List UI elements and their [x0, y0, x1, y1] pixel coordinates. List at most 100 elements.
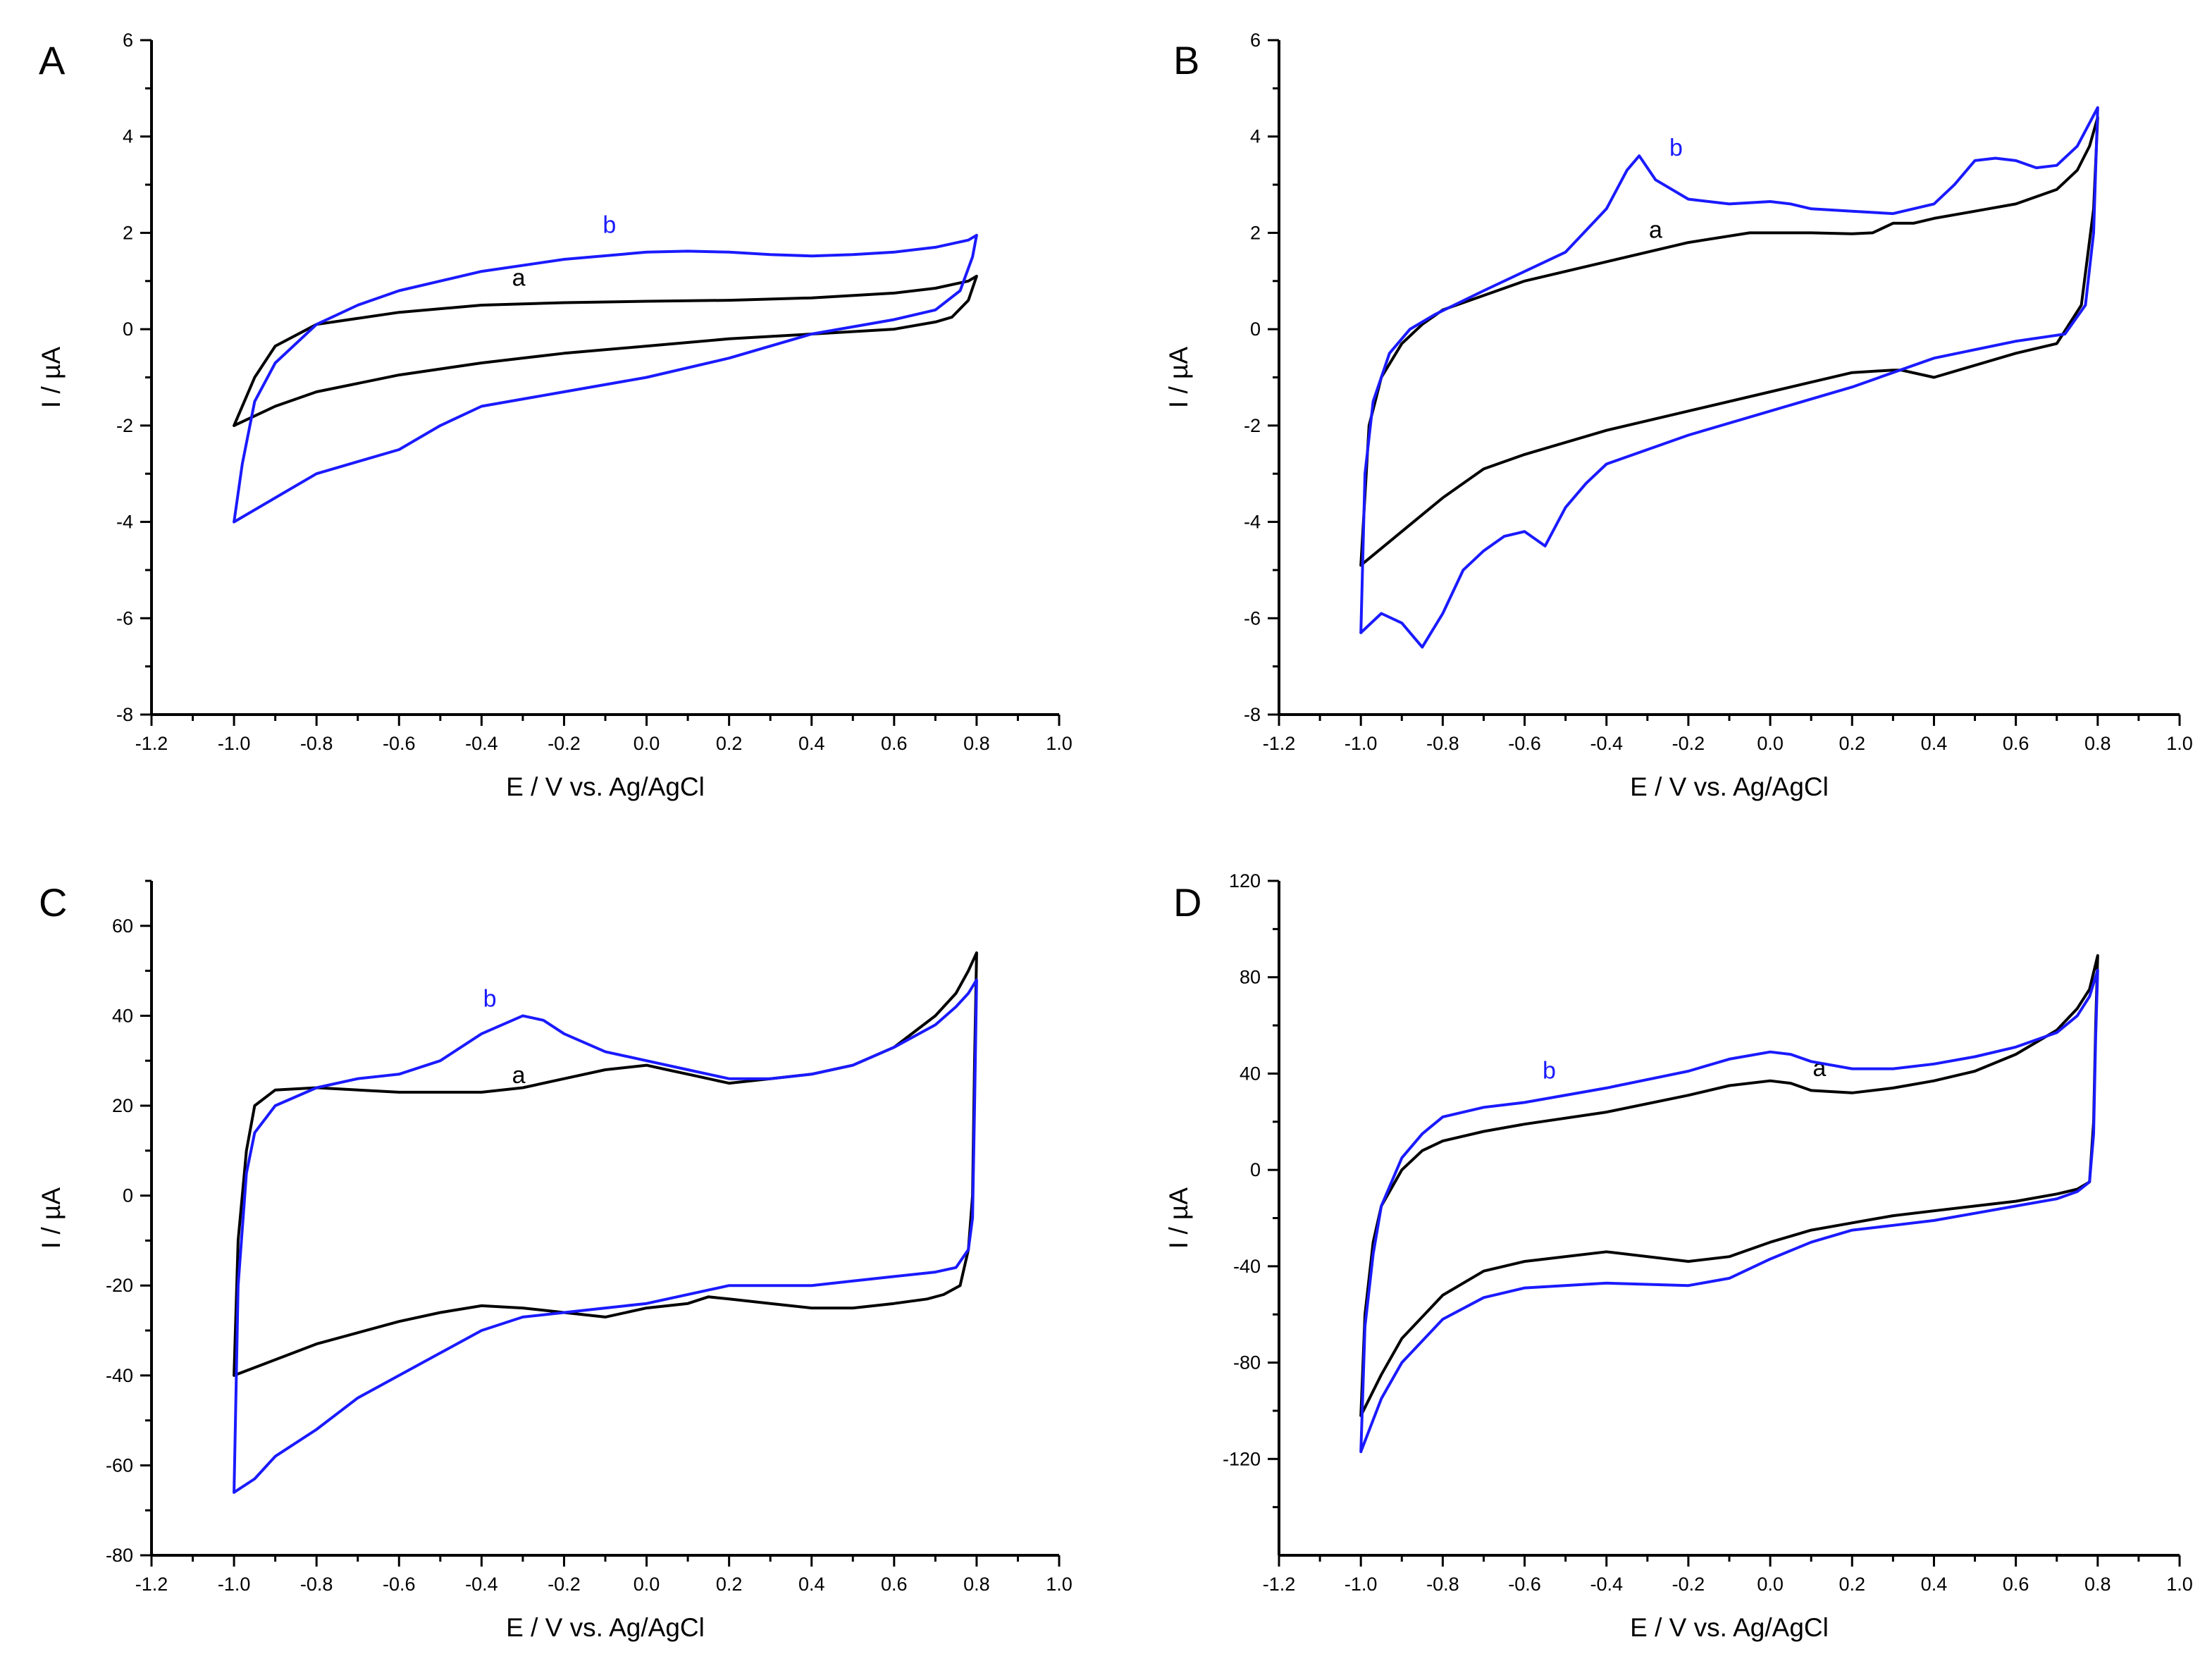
y-tick-label: -20 [106, 1275, 133, 1296]
series-b-label: b [483, 986, 497, 1013]
x-tick-label: -0.4 [1590, 1574, 1623, 1595]
x-tick-label: 0.8 [2084, 733, 2111, 754]
x-tick-label: -0.8 [1426, 733, 1459, 754]
panel-a: A -1.2 -1.0 -0.8 -0.6 -0.4 -0.2 0.0 0.2 0.4 0.6 0.8… [37, 30, 1073, 801]
x-tick-label: -1.2 [1263, 1574, 1296, 1595]
panel-d: D -1.2 -1.0 -0.8 -0.6 -0.4 -0.2 0.0 0.2 0.4 0.6 0.8… [1164, 870, 2193, 1642]
y-tick-label: -4 [116, 512, 133, 533]
x-tick-label: 0.0 [1757, 733, 1784, 754]
y-tick-label: 6 [123, 30, 133, 51]
y-axis-title: I / µA [1164, 347, 1193, 408]
x-axis-title: E / V vs. Ag/AgCl [1630, 772, 1829, 801]
y-tick-label: -4 [1244, 512, 1261, 533]
y-tick-label: 0 [1250, 1159, 1261, 1180]
x-tick-label: 1.0 [2166, 1574, 2193, 1595]
x-tick-label: 1.0 [1046, 733, 1073, 754]
y-tick-label: -120 [1223, 1448, 1261, 1469]
x-tick-label: 1.0 [2166, 733, 2193, 754]
y-tick-label: -8 [1244, 704, 1261, 725]
series-b-line [1359, 106, 2099, 649]
y-tick-label: -6 [1244, 607, 1261, 629]
x-tick-label: 1.0 [1046, 1574, 1073, 1595]
x-tick-label: 0.6 [881, 733, 908, 754]
x-tick-label: 0.2 [1839, 733, 1865, 754]
x-tick-label: 0.8 [963, 733, 990, 754]
series-a-line [233, 274, 978, 427]
x-tick-label: -0.6 [383, 1574, 416, 1595]
y-tick-label: -80 [106, 1545, 133, 1566]
x-tick-label: -0.6 [383, 733, 416, 754]
panel-label: C [39, 880, 67, 925]
y-tick-label: 20 [112, 1095, 133, 1116]
x-tick-label: 0.6 [2003, 733, 2029, 754]
y-tick-label: 4 [123, 126, 133, 147]
x-tick-label: -0.2 [548, 733, 581, 754]
y-tick-label: -2 [1244, 415, 1261, 436]
x-tick-label: -0.2 [1672, 733, 1705, 754]
y-tick-label: 0 [123, 1185, 133, 1206]
panel-label: A [39, 38, 66, 82]
series-b-label: b [1669, 135, 1683, 161]
x-tick-label: -1.0 [218, 733, 251, 754]
series-a-line [233, 951, 978, 1377]
y-tick-label: 0 [1250, 319, 1261, 340]
x-tick-label: -0.8 [1426, 1574, 1459, 1595]
y-axis-title: I / µA [37, 347, 66, 408]
series-b-label: b [603, 211, 616, 238]
x-tick-label: 0.4 [1921, 1574, 1948, 1595]
x-tick-label: -1.2 [135, 1574, 168, 1595]
y-tick-label: 4 [1250, 126, 1261, 147]
x-tick-label: 0.0 [634, 1574, 660, 1595]
y-tick-label: -8 [116, 704, 133, 725]
series-a-label: a [1812, 1055, 1826, 1082]
x-tick-label: 0.8 [963, 1574, 990, 1595]
x-tick-label: -0.4 [1590, 733, 1623, 754]
x-tick-label: -0.2 [548, 1574, 581, 1595]
panel-label: D [1173, 880, 1201, 925]
y-tick-label: 40 [1240, 1063, 1261, 1084]
series-a-line [1359, 954, 2099, 1417]
y-axis-title: I / µA [1164, 1187, 1193, 1249]
x-tick-label: 0.0 [634, 733, 660, 754]
series-a-label: a [512, 1062, 526, 1089]
y-axis-title: I / µA [37, 1187, 66, 1249]
series-a-label: a [1649, 216, 1662, 243]
x-axis-title: E / V vs. Ag/AgCl [506, 1613, 705, 1642]
x-tick-label: 0.6 [2003, 1574, 2029, 1595]
x-tick-label: -1.0 [218, 1574, 251, 1595]
x-tick-label: -1.0 [1345, 1574, 1378, 1595]
x-tick-label: -0.4 [465, 733, 498, 754]
y-tick-label: 40 [112, 1005, 133, 1026]
x-tick-label: 0.2 [716, 1574, 743, 1595]
y-tick-label: -6 [116, 607, 133, 629]
y-tick-label: 6 [1250, 30, 1261, 51]
series-a-line [1359, 116, 2099, 567]
y-tick-label: 2 [123, 222, 133, 243]
y-tick-label: 2 [1250, 222, 1261, 243]
x-tick-label: 0.6 [881, 1574, 908, 1595]
x-tick-label: -0.4 [465, 1574, 498, 1595]
x-axis-title: E / V vs. Ag/AgCl [506, 772, 705, 801]
x-tick-label: -0.8 [300, 733, 333, 754]
y-tick-label: -80 [1233, 1352, 1261, 1373]
x-tick-label: -1.0 [1345, 733, 1378, 754]
x-tick-label: 0.2 [716, 733, 743, 754]
x-tick-label: -0.6 [1508, 1574, 1541, 1595]
panel-label: B [1173, 38, 1199, 82]
x-tick-label: 0.4 [1921, 733, 1948, 754]
x-tick-label: 0.2 [1839, 1574, 1865, 1595]
y-tick-label: -40 [106, 1365, 133, 1386]
series-b-label: b [1543, 1057, 1556, 1084]
x-tick-label: -0.2 [1672, 1574, 1705, 1595]
x-tick-label: 0.4 [798, 733, 825, 754]
x-tick-label: 0.4 [798, 1574, 825, 1595]
x-tick-label: -1.2 [1263, 733, 1296, 754]
series-b-line [233, 233, 978, 524]
y-tick-label: 0 [123, 319, 133, 340]
y-tick-label: -2 [116, 415, 133, 436]
x-tick-label: -1.2 [135, 733, 168, 754]
x-tick-label: -0.8 [300, 1574, 333, 1595]
series-b-line [1359, 968, 2099, 1453]
y-tick-label: 120 [1229, 870, 1261, 891]
